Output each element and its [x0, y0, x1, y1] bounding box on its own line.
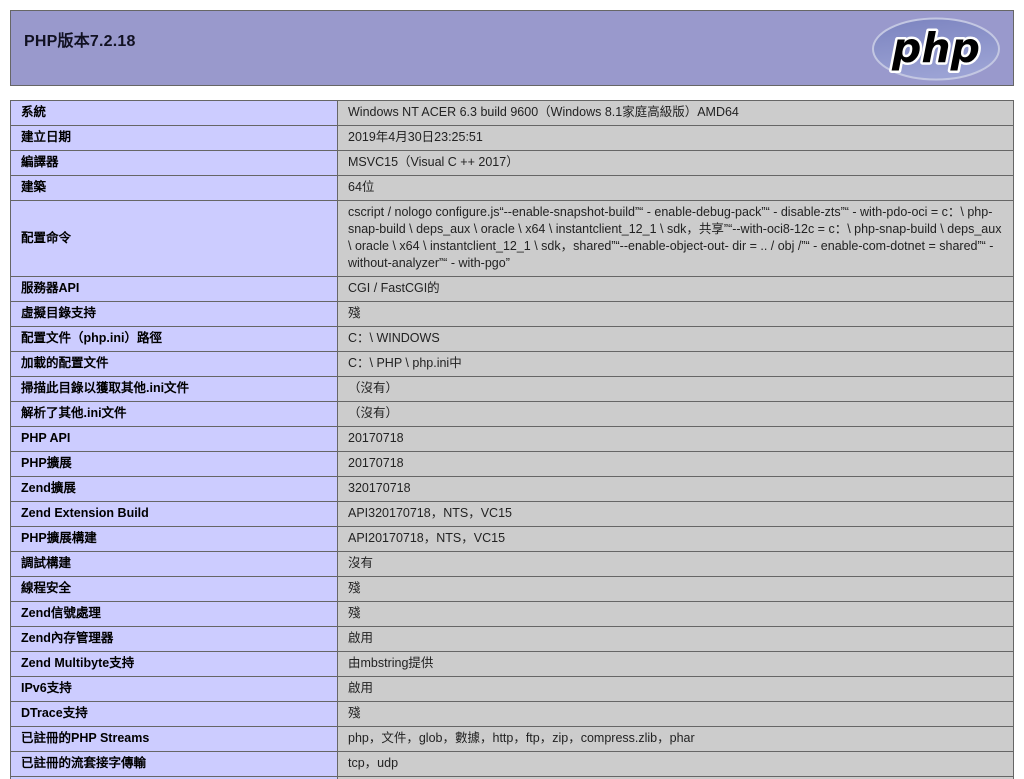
- row-label: 系統: [10, 100, 338, 126]
- row-label: PHP API: [10, 426, 338, 452]
- table-row: Zend Multibyte支持 由mbstring提供: [10, 651, 1014, 677]
- row-label: Zend Extension Build: [10, 501, 338, 527]
- table-row: 調試構建 沒有: [10, 551, 1014, 577]
- row-label: 虛擬目錄支持: [10, 301, 338, 327]
- row-value: 殘: [337, 576, 1014, 602]
- table-row: 掃描此目錄以獲取其他.ini文件 （沒有）: [10, 376, 1014, 402]
- row-value: 20170718: [337, 426, 1014, 452]
- row-value: tcp，udp: [337, 751, 1014, 777]
- row-label: DTrace支持: [10, 701, 338, 727]
- table-row: Zend信號處理殘: [10, 601, 1014, 627]
- row-label: Zend內存管理器: [10, 626, 338, 652]
- row-label: 加載的配置文件: [10, 351, 338, 377]
- table-row: Zend內存管理器 啟用: [10, 626, 1014, 652]
- table-row: 建築 64位: [10, 175, 1014, 201]
- table-row: 已註冊的流套接字傳輸 tcp，udp: [10, 751, 1014, 777]
- row-value: （沒有）: [337, 376, 1014, 402]
- row-label: PHP擴展: [10, 451, 338, 477]
- row-label: 線程安全: [10, 576, 338, 602]
- table-row: DTrace支持殘: [10, 701, 1014, 727]
- row-label: Zend信號處理: [10, 601, 338, 627]
- table-row: PHP擴展構建 API20170718，NTS，VC15: [10, 526, 1014, 552]
- table-row: Zend擴展 320170718: [10, 476, 1014, 502]
- row-value: （沒有）: [337, 401, 1014, 427]
- table-row: 服務器API CGI / FastCGI的: [10, 276, 1014, 302]
- row-label: 編譯器: [10, 150, 338, 176]
- table-row: PHP擴展 20170718: [10, 451, 1014, 477]
- row-label: 掃描此目錄以獲取其他.ini文件: [10, 376, 338, 402]
- row-value: C：\ WINDOWS: [337, 326, 1014, 352]
- row-value: 由mbstring提供: [337, 651, 1014, 677]
- row-label: 已註冊的PHP Streams: [10, 726, 338, 752]
- row-label: 建築: [10, 175, 338, 201]
- info-table-body: 系統 Windows NT ACER 6.3 build 9600（Windows…: [10, 100, 1014, 779]
- row-value: 殘: [337, 701, 1014, 727]
- row-value: 啟用: [337, 676, 1014, 702]
- info-table: 系統 Windows NT ACER 6.3 build 9600（Windows…: [10, 100, 1014, 779]
- row-value: 殘: [337, 601, 1014, 627]
- table-row: IPv6支持 啟用: [10, 676, 1014, 702]
- row-value: cscript / nologo configure.js“--enable-s…: [337, 200, 1014, 277]
- table-row: 配置文件（php.ini）路徑 C：\ WINDOWS: [10, 326, 1014, 352]
- table-row: Zend Extension Build API320170718，NTS，VC1…: [10, 501, 1014, 527]
- row-label: 配置命令: [10, 200, 338, 277]
- php-logo-ellipse: [872, 17, 1000, 81]
- row-value: CGI / FastCGI的: [337, 276, 1014, 302]
- php-logo-text: php: [891, 24, 980, 72]
- table-row: 系統 Windows NT ACER 6.3 build 9600（Windows…: [10, 100, 1014, 126]
- row-label: Zend擴展: [10, 476, 338, 502]
- table-row: 線程安全殘: [10, 576, 1014, 602]
- row-value: C：\ PHP \ php.ini中: [337, 351, 1014, 377]
- table-row: PHP API 20170718: [10, 426, 1014, 452]
- table-row: 配置命令 cscript / nologo configure.js“--enab…: [10, 200, 1014, 277]
- row-value: 2019年4月30日23:25:51: [337, 125, 1014, 151]
- row-value: API20170718，NTS，VC15: [337, 526, 1014, 552]
- row-label: IPv6支持: [10, 676, 338, 702]
- row-value: MSVC15（Visual C ++ 2017）: [337, 150, 1014, 176]
- row-label: 配置文件（php.ini）路徑: [10, 326, 338, 352]
- table-row: 解析了其他.ini文件 （沒有）: [10, 401, 1014, 427]
- row-label: 建立日期: [10, 125, 338, 151]
- row-label: 解析了其他.ini文件: [10, 401, 338, 427]
- table-row: [10, 776, 1014, 779]
- table-row: 建立日期 2019年4月30日23:25:51: [10, 125, 1014, 151]
- row-value: Windows NT ACER 6.3 build 9600（Windows 8…: [337, 100, 1014, 126]
- page-title: PHP版本7.2.18: [24, 33, 136, 50]
- row-value: 64位: [337, 175, 1014, 201]
- php-logo-icon: php: [872, 17, 1000, 81]
- row-value: API320170718，NTS，VC15: [337, 501, 1014, 527]
- row-label: 調試構建: [10, 551, 338, 577]
- row-value: 殘: [337, 301, 1014, 327]
- row-value: [337, 776, 1014, 779]
- row-label: Zend Multibyte支持: [10, 651, 338, 677]
- table-row: 虛擬目錄支持殘: [10, 301, 1014, 327]
- row-label: 已註冊的流套接字傳輸: [10, 751, 338, 777]
- table-row: 編譯器 MSVC15（Visual C ++ 2017）: [10, 150, 1014, 176]
- row-value: 320170718: [337, 476, 1014, 502]
- row-value: php，文件，glob，數據，http，ftp，zip，compress.zli…: [337, 726, 1014, 752]
- table-row: 已註冊的PHP Streams php，文件，glob，數據，http，ftp，z…: [10, 726, 1014, 752]
- row-value: 啟用: [337, 626, 1014, 652]
- page-header: PHP版本7.2.18 php: [10, 10, 1014, 86]
- row-value: 沒有: [337, 551, 1014, 577]
- row-value: 20170718: [337, 451, 1014, 477]
- table-row: 加載的配置文件 C：\ PHP \ php.ini中: [10, 351, 1014, 377]
- row-label: PHP擴展構建: [10, 526, 338, 552]
- row-label: 服務器API: [10, 276, 338, 302]
